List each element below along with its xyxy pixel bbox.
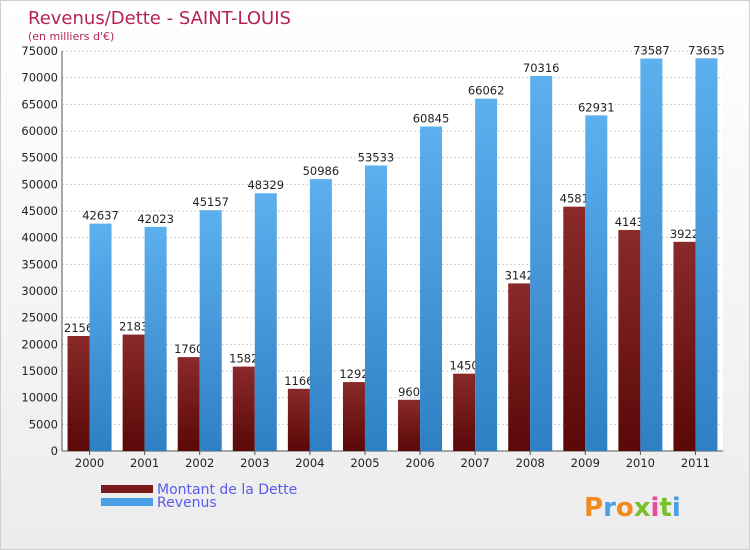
x-tick-label: 2008 bbox=[516, 456, 545, 470]
data-label-dette-2000: 2156 bbox=[64, 321, 93, 335]
y-tick-label: 35000 bbox=[21, 257, 58, 271]
y-tick-label: 75000 bbox=[21, 44, 58, 58]
x-tick-label: 2001 bbox=[130, 456, 159, 470]
data-label-dette-2009: 4581 bbox=[560, 192, 589, 206]
bar-revenus-2001 bbox=[144, 226, 167, 451]
legend-label-revenus: Revenus bbox=[157, 495, 217, 511]
data-label-dette-2007: 1450 bbox=[449, 359, 478, 373]
data-label-dette-2001: 2183 bbox=[119, 320, 148, 334]
bar-dette-2006 bbox=[398, 399, 421, 451]
data-label-revenus-2010: 73587 bbox=[633, 44, 670, 58]
y-tick-label: 70000 bbox=[21, 71, 58, 85]
bar-revenus-2005 bbox=[364, 165, 387, 451]
bar-revenus-2009 bbox=[585, 115, 608, 452]
data-label-revenus-2007: 66062 bbox=[468, 84, 505, 98]
bar-dette-2000 bbox=[67, 335, 90, 451]
y-tick-label: 10000 bbox=[21, 391, 58, 405]
bar-dette-2004 bbox=[287, 388, 310, 451]
data-label-dette-2006: 960 bbox=[398, 385, 420, 399]
x-tick-label: 2009 bbox=[571, 456, 600, 470]
bar-dette-2001 bbox=[122, 334, 145, 451]
legend-label-dette: Montant de la Dette bbox=[157, 482, 297, 498]
bar-dette-2007 bbox=[453, 373, 476, 451]
data-label-dette-2008: 3142 bbox=[505, 268, 534, 282]
x-tick-label: 2002 bbox=[185, 456, 214, 470]
bar-revenus-2004 bbox=[309, 179, 332, 452]
data-label-revenus-2005: 53533 bbox=[358, 150, 395, 164]
data-label-revenus-2001: 42023 bbox=[137, 212, 174, 226]
data-label-revenus-2006: 60845 bbox=[413, 111, 450, 125]
plot-area bbox=[62, 51, 723, 451]
legend-swatch-revenus bbox=[101, 498, 153, 506]
x-tick-label: 2005 bbox=[350, 456, 379, 470]
bar-dette-2009 bbox=[563, 206, 586, 451]
x-tick-label: 2010 bbox=[626, 456, 655, 470]
y-tick-label: 50000 bbox=[21, 177, 58, 191]
y-tick-label: 60000 bbox=[21, 124, 58, 138]
y-tick-label: 45000 bbox=[21, 204, 58, 218]
bar-revenus-2006 bbox=[420, 126, 443, 451]
x-tick-label: 2007 bbox=[460, 456, 489, 470]
bar-dette-2002 bbox=[177, 357, 200, 451]
y-tick-label: 40000 bbox=[21, 231, 58, 245]
y-tick-label: 55000 bbox=[21, 151, 58, 165]
data-label-dette-2004: 1166 bbox=[284, 374, 313, 388]
chart-title: Revenus/Dette - SAINT-LOUIS bbox=[28, 8, 291, 29]
bar-revenus-2007 bbox=[475, 98, 498, 451]
bar-revenus-2003 bbox=[254, 193, 277, 451]
y-tick-label: 65000 bbox=[21, 97, 58, 111]
data-label-dette-2005: 1292 bbox=[339, 367, 368, 381]
bar-dette-2011 bbox=[673, 241, 696, 451]
y-tick-label: 20000 bbox=[21, 337, 58, 351]
data-label-revenus-2011: 73635 bbox=[688, 43, 725, 57]
x-tick-label: 2006 bbox=[405, 456, 434, 470]
legend-swatch-dette bbox=[101, 485, 153, 493]
x-tick-label: 2011 bbox=[681, 456, 710, 470]
x-tick-label: 2000 bbox=[75, 456, 104, 470]
y-tick-label: 25000 bbox=[21, 311, 58, 325]
x-tick-label: 2003 bbox=[240, 456, 269, 470]
bar-dette-2003 bbox=[232, 366, 255, 451]
bar-revenus-2010 bbox=[640, 58, 663, 451]
data-label-dette-2002: 1760 bbox=[174, 342, 203, 356]
bar-revenus-2011 bbox=[695, 58, 718, 451]
x-tick-label: 2004 bbox=[295, 456, 324, 470]
y-tick-label: 5000 bbox=[29, 417, 58, 431]
data-label-revenus-2003: 48329 bbox=[247, 178, 284, 192]
chart-subtitle: (en milliers d'€) bbox=[28, 30, 114, 43]
y-tick-label: 15000 bbox=[21, 364, 58, 378]
bar-dette-2005 bbox=[342, 382, 365, 451]
bar-dette-2008 bbox=[508, 283, 531, 451]
bar-revenus-2008 bbox=[530, 75, 553, 452]
data-label-dette-2010: 4143 bbox=[615, 215, 644, 229]
y-tick-label: 30000 bbox=[21, 284, 58, 298]
data-label-revenus-2004: 50986 bbox=[303, 164, 340, 178]
data-label-revenus-2009: 62931 bbox=[578, 100, 615, 114]
data-label-revenus-2008: 70316 bbox=[523, 61, 560, 75]
data-label-revenus-2002: 45157 bbox=[192, 195, 229, 209]
y-tick-label: 0 bbox=[51, 444, 58, 458]
bar-revenus-2000 bbox=[89, 223, 112, 451]
data-label-revenus-2000: 42637 bbox=[82, 209, 119, 223]
proxiti-logo: Proxiti bbox=[584, 493, 681, 523]
bar-dette-2010 bbox=[618, 230, 641, 451]
data-label-dette-2011: 3922 bbox=[670, 227, 699, 241]
bar-revenus-2002 bbox=[199, 210, 222, 451]
data-label-dette-2003: 1582 bbox=[229, 352, 258, 366]
